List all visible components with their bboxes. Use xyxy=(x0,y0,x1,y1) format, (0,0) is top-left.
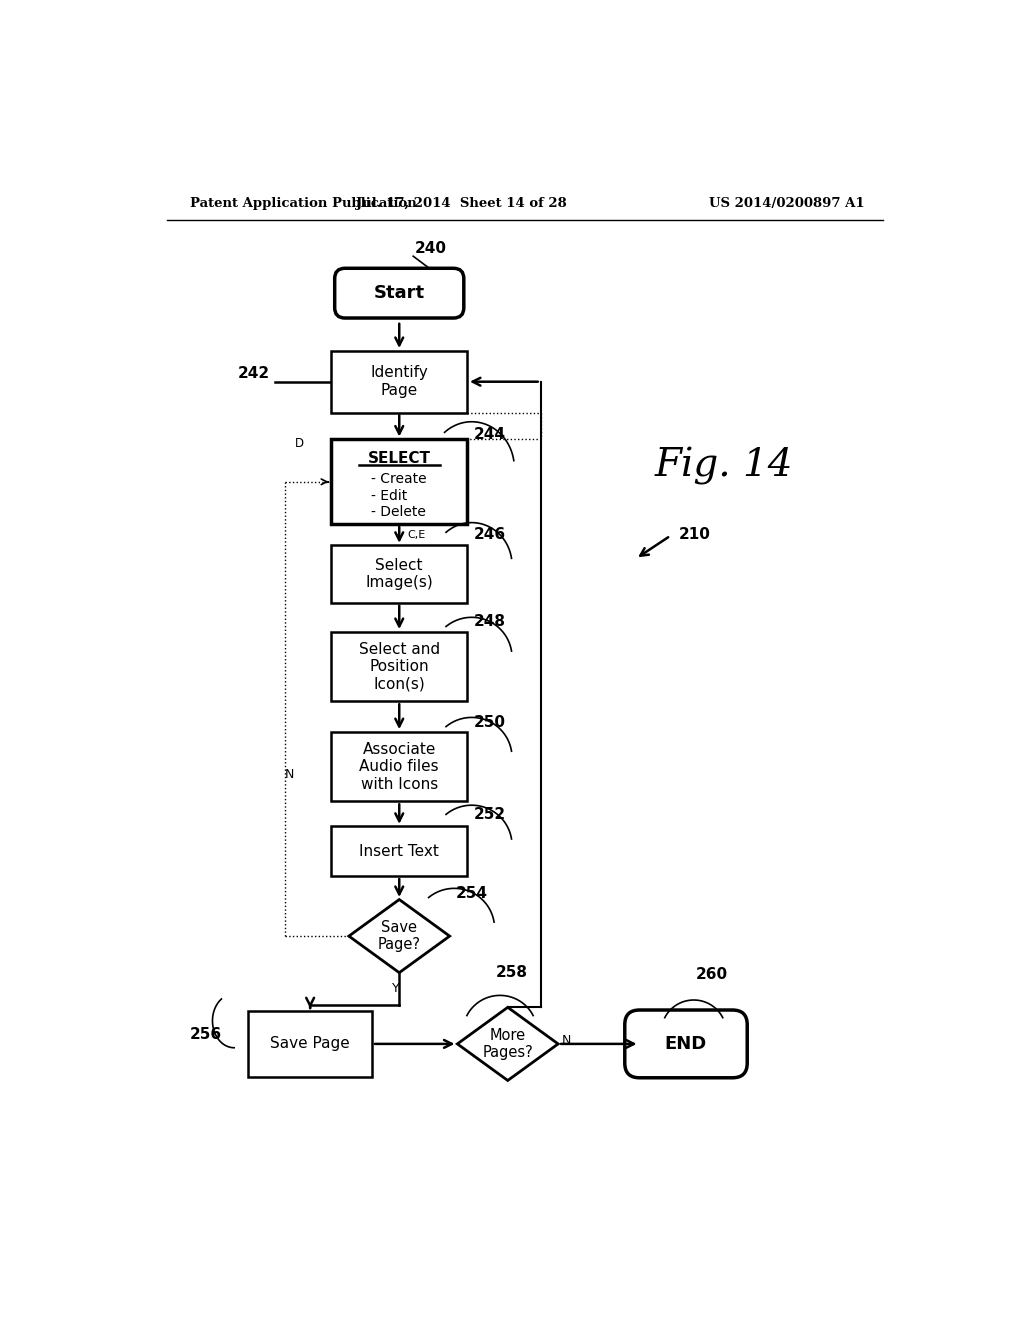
Polygon shape xyxy=(458,1007,558,1081)
Text: 252: 252 xyxy=(473,807,506,822)
Text: Jul. 17, 2014  Sheet 14 of 28: Jul. 17, 2014 Sheet 14 of 28 xyxy=(356,197,566,210)
FancyBboxPatch shape xyxy=(625,1010,748,1077)
Text: 244: 244 xyxy=(473,426,505,442)
Text: Fig. 14: Fig. 14 xyxy=(655,447,794,486)
Text: 246: 246 xyxy=(473,527,506,541)
Text: US 2014/0200897 A1: US 2014/0200897 A1 xyxy=(709,197,864,210)
Bar xyxy=(248,1011,372,1077)
Text: END: END xyxy=(665,1035,708,1053)
Text: Save Page: Save Page xyxy=(270,1036,350,1052)
Text: Save
Page?: Save Page? xyxy=(378,920,421,952)
Text: 256: 256 xyxy=(190,1027,222,1043)
Text: C,E: C,E xyxy=(407,529,425,540)
Text: More
Pages?: More Pages? xyxy=(482,1028,534,1060)
Text: 254: 254 xyxy=(456,886,487,902)
Text: Select and
Position
Icon(s): Select and Position Icon(s) xyxy=(358,642,440,692)
Text: - Create
- Edit
- Delete: - Create - Edit - Delete xyxy=(372,473,427,519)
Bar xyxy=(332,632,467,701)
Text: SELECT: SELECT xyxy=(368,451,431,466)
Text: Identify
Page: Identify Page xyxy=(371,366,428,397)
Text: 210: 210 xyxy=(678,527,710,541)
Text: Select
Image(s): Select Image(s) xyxy=(366,558,433,590)
Text: N: N xyxy=(562,1034,571,1047)
Bar xyxy=(332,826,467,876)
Text: Y: Y xyxy=(391,982,399,995)
Text: 258: 258 xyxy=(496,965,528,981)
Text: N: N xyxy=(286,768,295,781)
Text: 248: 248 xyxy=(473,614,505,630)
Bar xyxy=(332,351,467,413)
Text: Insert Text: Insert Text xyxy=(359,843,439,859)
Polygon shape xyxy=(349,899,450,973)
FancyBboxPatch shape xyxy=(335,268,464,318)
Bar xyxy=(332,733,467,801)
Text: Associate
Audio files
with Icons: Associate Audio files with Icons xyxy=(359,742,439,792)
Text: 260: 260 xyxy=(695,968,727,982)
Text: Start: Start xyxy=(374,284,425,302)
Bar xyxy=(332,545,467,603)
Text: 240: 240 xyxy=(415,242,446,256)
Text: 250: 250 xyxy=(473,714,505,730)
Text: 242: 242 xyxy=(238,367,270,381)
Bar xyxy=(332,440,467,524)
Text: D: D xyxy=(295,437,304,450)
Text: Patent Application Publication: Patent Application Publication xyxy=(190,197,417,210)
